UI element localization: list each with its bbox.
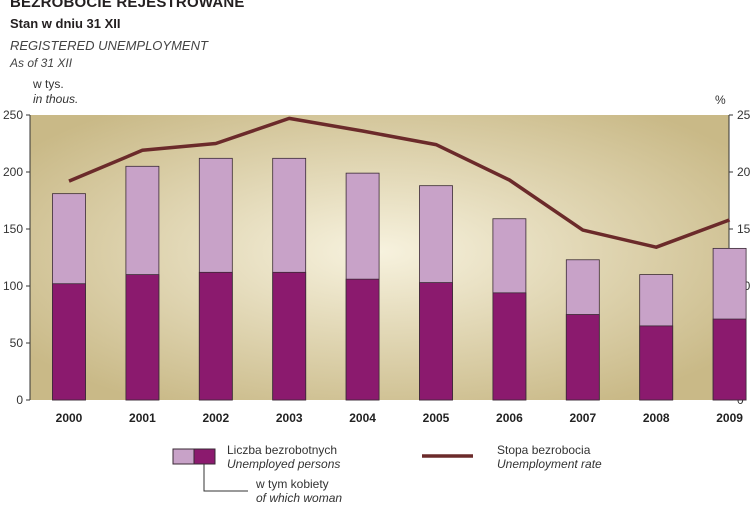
- legend: Liczba bezrobotnych Unemployed persons w…: [172, 443, 602, 505]
- y-left-label-en: in thous.: [33, 92, 78, 106]
- legend-bar-label-en: Unemployed persons: [227, 457, 340, 471]
- legend-line-label-pl: Stopa bezrobocia: [497, 443, 591, 457]
- bar-women: [272, 271, 307, 401]
- x-axis-tick-label: 2008: [643, 411, 670, 425]
- x-axis-tick-label: 2002: [202, 411, 229, 425]
- y-right-label: %: [715, 93, 726, 107]
- bar-women: [492, 292, 527, 401]
- x-axis-tick-label: 2001: [129, 411, 156, 425]
- left-axis-tick-label: 250: [3, 108, 23, 122]
- legend-connector: [203, 464, 248, 492]
- left-axis-tick-label: 50: [10, 336, 24, 350]
- legend-women-label-pl: w tym kobiety: [255, 477, 329, 491]
- bar-group: [52, 157, 747, 401]
- x-axis-tick-label: 2004: [349, 411, 376, 425]
- bar-women: [565, 314, 600, 401]
- right-axis-tick-label: 25: [737, 108, 751, 122]
- right-axis-tick-label: 20: [737, 165, 751, 179]
- unemployment-rate-line: [68, 116, 731, 249]
- bar-women: [125, 274, 160, 401]
- chart-title-pl: BEZROBOCIE REJESTROWANE: [10, 0, 245, 11]
- chart-subtitle-pl: Stan w dniu 31 XII: [10, 16, 121, 31]
- x-axis-tick-label: 2003: [276, 411, 303, 425]
- x-axis-tick-label: 2007: [569, 411, 596, 425]
- legend-line-label-en: Unemployment rate: [497, 457, 602, 471]
- bar-women: [345, 278, 380, 401]
- x-axis-tick-label: 2006: [496, 411, 523, 425]
- x-axis: 2000 2001 2002 2003 2004 2005 2006 2007 2008 2009: [56, 411, 744, 425]
- bar-women: [712, 318, 747, 401]
- x-axis-tick-label: 2005: [423, 411, 450, 425]
- left-axis-tick-label: 150: [3, 222, 23, 236]
- bar-women: [639, 325, 674, 401]
- left-axis: 0 50 100 150 200 250: [3, 108, 31, 407]
- right-axis-tick-label: 15: [737, 222, 751, 236]
- left-axis-tick-label: 100: [3, 279, 23, 293]
- bar-women: [52, 283, 86, 401]
- bar-women: [419, 282, 453, 401]
- chart-subtitle-en: As of 31 XII: [10, 56, 73, 70]
- legend-swatch-total: [172, 448, 195, 465]
- bar-women: [198, 271, 233, 401]
- y-left-label-pl: w tys.: [32, 77, 64, 91]
- x-axis-tick-label: 2000: [56, 411, 83, 425]
- left-axis-tick-label: 200: [3, 165, 23, 179]
- legend-bar-label-pl: Liczba bezrobotnych: [227, 443, 337, 457]
- x-axis-tick-label: 2009: [716, 411, 743, 425]
- left-axis-tick-label: 0: [16, 393, 23, 407]
- chart-title-en: REGISTERED UNEMPLOYMENT: [10, 38, 208, 53]
- legend-swatch-women: [193, 448, 216, 465]
- legend-women-label-en: of which woman: [256, 491, 342, 505]
